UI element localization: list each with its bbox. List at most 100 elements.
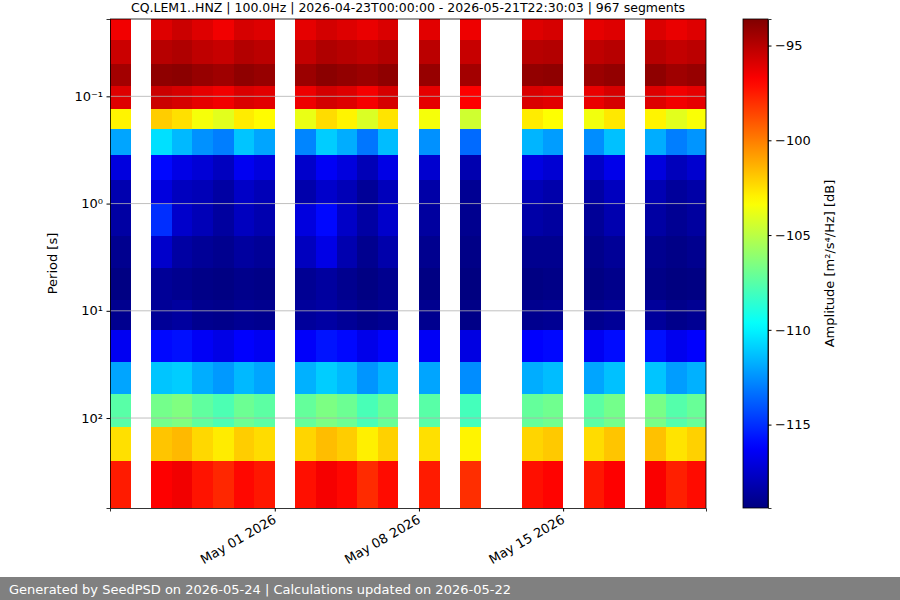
cell: [645, 180, 666, 204]
cell: [604, 109, 625, 129]
tick-label: 10⁻¹: [74, 89, 103, 104]
cell: [666, 362, 687, 394]
cell: [378, 204, 399, 236]
cell: [213, 236, 234, 268]
cell: [295, 40, 316, 64]
cell: [543, 109, 564, 129]
cell: [316, 129, 337, 155]
tick-mark: [563, 508, 564, 512]
cell: [584, 19, 605, 40]
cell: [584, 86, 605, 109]
cell: [522, 461, 543, 508]
cell: [213, 40, 234, 64]
cell: [604, 40, 625, 64]
cell: [604, 330, 625, 362]
cell: [254, 155, 275, 180]
cell: [378, 40, 399, 64]
cell: [687, 19, 706, 40]
cell: [110, 236, 131, 268]
cell: [687, 109, 706, 129]
cell: [295, 461, 316, 508]
cell: [316, 268, 337, 300]
cell: [172, 268, 193, 300]
cell: [151, 300, 172, 329]
cell: [295, 236, 316, 268]
cell: [645, 236, 666, 268]
cell: [378, 461, 399, 508]
cell: [254, 236, 275, 268]
cell: [666, 268, 687, 300]
cell: [645, 394, 666, 426]
cell: [234, 180, 255, 204]
cell: [357, 204, 378, 236]
cell: [687, 204, 706, 236]
cell: [295, 64, 316, 86]
cell: [213, 394, 234, 426]
cell: [357, 19, 378, 40]
cell: [192, 330, 213, 362]
cell: [543, 155, 564, 180]
cell: [192, 300, 213, 329]
cell: [645, 19, 666, 40]
cell: [522, 19, 543, 40]
cell: [645, 129, 666, 155]
cell: [234, 86, 255, 109]
cell: [295, 109, 316, 129]
cell: [213, 129, 234, 155]
cell: [357, 268, 378, 300]
cell: [295, 86, 316, 109]
cell: [460, 180, 481, 204]
tick-label: May 01 2026: [198, 512, 279, 567]
cell: [604, 236, 625, 268]
cell: [604, 129, 625, 155]
frame: [110, 19, 706, 20]
title: CQ.LEM1..HNZ | 100.0Hz | 2026-04-23T00:0…: [131, 0, 685, 15]
cell: [172, 204, 193, 236]
cell: [645, 86, 666, 109]
cell: [543, 427, 564, 461]
cell: [584, 204, 605, 236]
cell: [687, 268, 706, 300]
cell: [234, 204, 255, 236]
cell: [213, 268, 234, 300]
cell: [419, 19, 440, 40]
cell: [687, 362, 706, 394]
cell: [295, 427, 316, 461]
x-axis: May 01 2026May 08 2026May 15 2026: [111, 508, 707, 567]
tick: −105: [768, 228, 811, 243]
cell: [254, 268, 275, 300]
cell: [378, 86, 399, 109]
cell: [543, 300, 564, 329]
cell: [151, 109, 172, 129]
cell: [316, 19, 337, 40]
tick-mark: [768, 235, 772, 236]
heatmap: [110, 19, 706, 508]
cell: [295, 155, 316, 180]
cell: [213, 300, 234, 329]
cell: [645, 155, 666, 180]
cell: [645, 40, 666, 64]
cell: [151, 394, 172, 426]
tick-label: 10¹: [81, 303, 103, 318]
cell: [213, 109, 234, 129]
cell: [460, 129, 481, 155]
cell: [687, 40, 706, 64]
cell: [666, 109, 687, 129]
cell: [584, 236, 605, 268]
cell: [666, 330, 687, 362]
cell: [522, 86, 543, 109]
cell: [254, 86, 275, 109]
cell: [522, 109, 543, 129]
cell: [337, 394, 358, 426]
cell: [584, 155, 605, 180]
tick: 10⁰: [81, 196, 110, 211]
cell: [666, 155, 687, 180]
cell: [460, 64, 481, 86]
cell: [357, 109, 378, 129]
cell: [522, 129, 543, 155]
tick-mark: [419, 508, 420, 512]
cell: [357, 427, 378, 461]
cell: [419, 180, 440, 204]
cell: [419, 129, 440, 155]
cell: [419, 86, 440, 109]
